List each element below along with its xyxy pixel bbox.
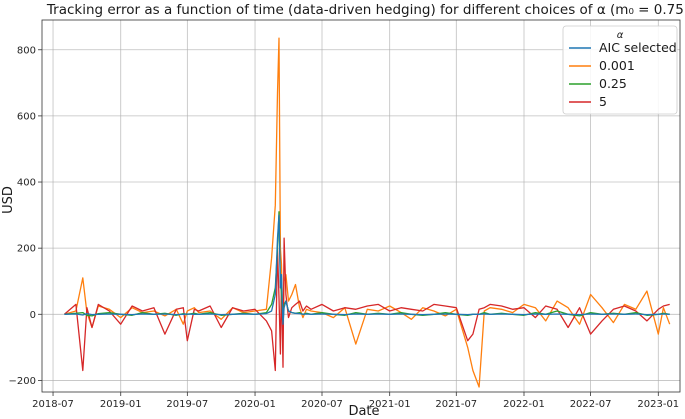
x-tick-label: 2023-01 xyxy=(637,399,679,410)
x-tick-label: 2021-07 xyxy=(435,399,477,410)
y-tick-label: 800 xyxy=(17,45,36,56)
legend-entry: 5 xyxy=(599,94,607,109)
y-axis-label: USD xyxy=(1,186,16,214)
x-tick-label: 2020-07 xyxy=(301,399,343,410)
plot-frame xyxy=(41,19,681,393)
x-tick-label: 2020-01 xyxy=(234,399,276,410)
legend-title: α xyxy=(617,30,624,41)
series-line-5 xyxy=(63,237,670,372)
x-tick-label: 2022-07 xyxy=(570,399,612,410)
y-tick-label: 200 xyxy=(17,244,36,255)
y-tick-label: 600 xyxy=(17,111,36,122)
x-tick-label: 2019-01 xyxy=(100,399,142,410)
legend-entry: AIC selected xyxy=(599,40,677,55)
y-tick-label: −200 xyxy=(9,376,36,387)
chart-title: Tracking error as a function of time (da… xyxy=(46,2,685,18)
x-tick-label: 2022-01 xyxy=(503,399,545,410)
y-tick-label: 0 xyxy=(30,310,36,321)
x-tick-label: 2021-01 xyxy=(369,399,411,410)
chart-title-text: Tracking error as a function of time (da… xyxy=(46,2,685,18)
series-line-aic-selected xyxy=(64,214,670,325)
legend-entry: 0.001 xyxy=(599,58,635,73)
x-tick-label: 2019-07 xyxy=(166,399,208,410)
legend-box xyxy=(562,25,678,115)
x-tick-label: 2018-07 xyxy=(32,399,74,410)
x-axis-label: Date xyxy=(348,404,379,419)
y-tick-label: 400 xyxy=(17,178,36,189)
legend-entry: 0.25 xyxy=(599,76,627,91)
